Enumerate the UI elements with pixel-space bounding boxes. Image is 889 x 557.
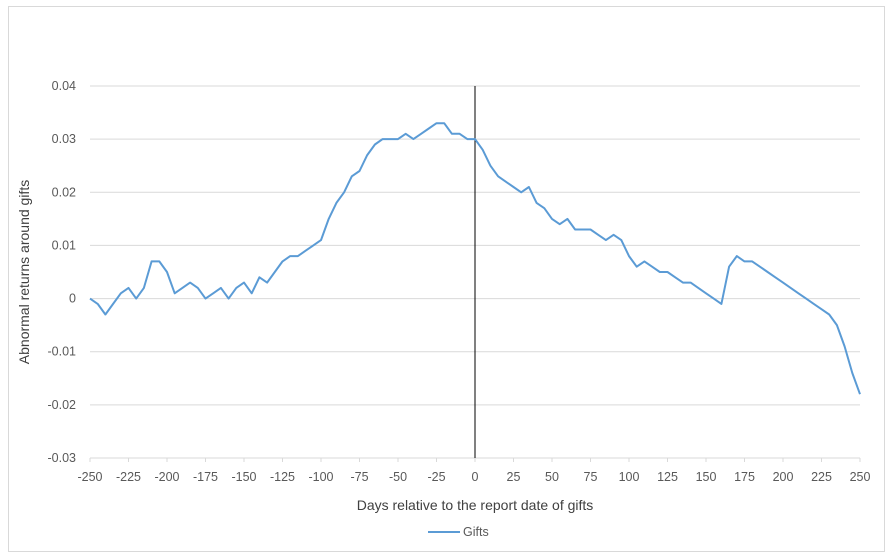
x-tick-label: 225 <box>811 470 832 484</box>
x-tick-label: 250 <box>850 470 871 484</box>
x-tick-label: 25 <box>507 470 521 484</box>
chart-area <box>8 6 885 552</box>
x-tick-label: -150 <box>231 470 256 484</box>
x-tick-label: 125 <box>657 470 678 484</box>
x-tick-label: 150 <box>696 470 717 484</box>
x-tick-label: 75 <box>584 470 598 484</box>
x-tick-label: 50 <box>545 470 559 484</box>
y-tick-label: -0.01 <box>48 345 77 359</box>
y-tick-label: 0 <box>69 292 76 306</box>
y-tick-label: -0.03 <box>48 451 77 465</box>
x-tick-label: 100 <box>619 470 640 484</box>
x-axis-title: Days relative to the report date of gift… <box>357 497 594 513</box>
x-tick-label: 0 <box>472 470 479 484</box>
x-tick-label: -250 <box>77 470 102 484</box>
y-tick-label: 0.02 <box>52 185 76 199</box>
x-tick-label: -175 <box>193 470 218 484</box>
y-axis-tick-labels: 0.04 0.03 0.02 0.01 0 -0.01 -0.02 -0.03 <box>48 79 77 465</box>
gifts-series-line <box>89 122 861 395</box>
y-tick-label: 0.04 <box>52 79 76 93</box>
y-tick-label: 0.03 <box>52 132 76 146</box>
x-tick-label: 200 <box>773 470 794 484</box>
x-tick-label: -25 <box>427 470 445 484</box>
x-tick-label: -75 <box>350 470 368 484</box>
x-tick-label: 175 <box>734 470 755 484</box>
x-tick-label: -125 <box>270 470 295 484</box>
x-axis-tick-labels: -250 -225 -200 -175 -150 -125 -100 -75 -50 -25 0 25… <box>77 458 870 484</box>
x-tick-label: -100 <box>308 470 333 484</box>
y-tick-label: 0.01 <box>52 238 76 252</box>
legend-label-gifts: Gifts <box>463 525 489 539</box>
x-tick-label: -50 <box>389 470 407 484</box>
y-axis-title: Abnormal returns around gifts <box>16 180 32 364</box>
legend: Gifts <box>428 525 489 539</box>
x-tick-label: -200 <box>154 470 179 484</box>
x-tick-label: -225 <box>116 470 141 484</box>
y-tick-label: -0.02 <box>48 398 77 412</box>
